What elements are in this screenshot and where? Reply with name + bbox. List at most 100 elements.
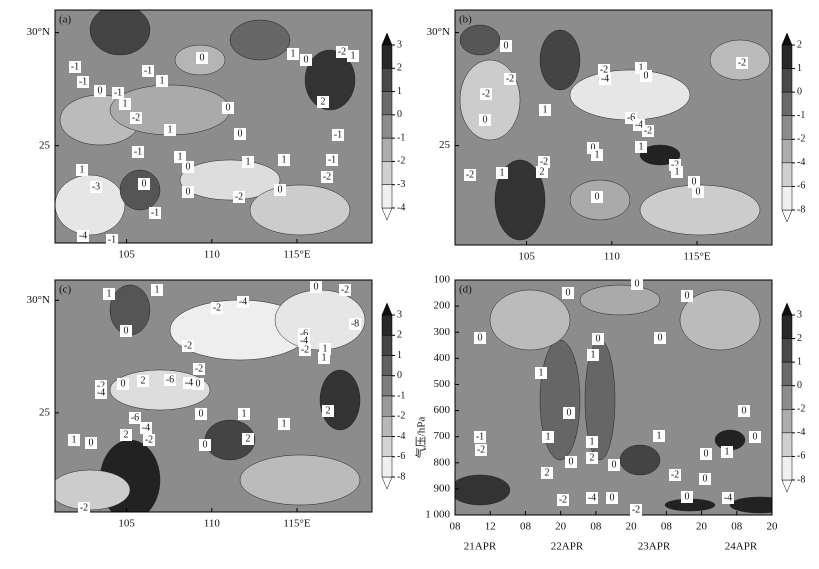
contour-label-box <box>137 375 149 387</box>
colorbar-segment <box>381 335 393 356</box>
contour-label: 1 <box>539 367 544 378</box>
contour-label: 2 <box>545 467 550 478</box>
contour-label-box <box>640 70 652 82</box>
colorbar-segment <box>781 68 793 93</box>
contour-label-box <box>143 434 155 446</box>
contour-region <box>459 24 501 56</box>
contour-label: -2 <box>477 444 485 455</box>
contour-label: 1 <box>595 149 600 160</box>
colorbar-label: -1 <box>797 110 805 121</box>
contour-label: 0 <box>478 332 483 343</box>
contour-label: -2 <box>466 169 474 180</box>
contour-label-box <box>278 418 290 430</box>
contour-label: 0 <box>98 85 103 96</box>
x-tick-label: 12 <box>485 521 496 533</box>
contour-label: -4 <box>724 492 732 503</box>
panel-label: (a) <box>59 14 72 26</box>
x-tick-label: 20 <box>555 521 567 533</box>
contour-label-box <box>193 363 205 375</box>
x-tick-label: 20 <box>626 521 638 533</box>
colorbar-segment <box>381 161 393 185</box>
contour-label: 0 <box>742 405 747 416</box>
colorbar-segment <box>381 456 393 478</box>
date-label: 23APR <box>638 541 671 553</box>
contour-label: -2 <box>644 125 652 136</box>
contour-region <box>494 159 546 241</box>
y-tick-label: 25 <box>39 406 51 418</box>
contour-label: 0 <box>753 431 758 442</box>
colorbar-label: -6 <box>397 451 405 462</box>
contour-label: 1 <box>123 98 128 109</box>
contour-label: -2 <box>184 340 192 351</box>
contour-label-box <box>336 46 348 58</box>
contour-label-box <box>586 436 598 448</box>
colorbar-label: 2 <box>797 39 802 50</box>
contour-region <box>55 174 126 236</box>
x-tick-label: 08 <box>590 521 602 533</box>
colorbar-label: -8 <box>797 474 805 485</box>
contour-label-box <box>480 88 492 100</box>
contour-label-box <box>95 387 107 399</box>
contour-region <box>539 29 581 91</box>
contour-label: 1 <box>178 151 183 162</box>
y-tick-label: 30°N <box>27 26 50 38</box>
contour-label-box <box>182 186 194 198</box>
contour-label-box <box>77 76 89 88</box>
x-tick-label: 110 <box>204 249 221 261</box>
contour-label: 1 <box>500 167 505 178</box>
contour-label-box <box>183 377 195 389</box>
colorbar-segment <box>781 91 793 116</box>
contour-label: 1 <box>351 50 356 61</box>
colorbar-label: -4 <box>797 157 805 168</box>
contour-label: 0 <box>595 191 600 202</box>
colorbar-segment <box>381 375 393 397</box>
plot-frame <box>454 9 773 246</box>
x-tick-label: 105 <box>518 251 535 263</box>
colorbar-label: 0 <box>797 86 802 97</box>
contour-label: 1 <box>546 431 551 442</box>
x-tick-label: 115°E <box>283 518 310 530</box>
contour-label-box <box>496 167 508 179</box>
contour-label-box <box>475 444 487 456</box>
x-tick-label: 08 <box>731 521 743 533</box>
contour-label-box <box>557 494 569 506</box>
panel-label: (c) <box>59 284 72 296</box>
contour-label: 1 <box>282 418 287 429</box>
contour-label: 0 <box>483 114 488 125</box>
contour-label: -3 <box>92 181 100 192</box>
contour-label-box <box>474 332 486 344</box>
contour-label: 0 <box>238 128 243 139</box>
y-tick-label: 600 <box>434 404 451 416</box>
contour-region <box>729 496 772 514</box>
contour-label-box <box>736 57 748 69</box>
colorbar-label: 1 <box>797 63 802 74</box>
x-tick-label: 115°E <box>683 251 710 263</box>
x-tick-label: 110 <box>204 518 221 530</box>
contour-label: -1 <box>79 76 87 87</box>
contour-label: 0 <box>704 448 709 459</box>
contour-label-box <box>106 234 118 246</box>
contour-label-box <box>688 176 700 188</box>
contour-label: -6 <box>131 412 139 423</box>
contour-label-box <box>234 128 246 140</box>
contour-label: 0 <box>685 290 690 301</box>
y-tick-label: 900 <box>434 482 451 494</box>
colorbar-segment <box>781 314 793 339</box>
contour-label-box <box>749 431 761 443</box>
contour-label-box <box>164 124 176 136</box>
y-tick-label: 700 <box>434 430 451 442</box>
colorbar-label: -8 <box>397 471 405 482</box>
contour-label-box <box>156 75 168 87</box>
contour-label: -2 <box>738 57 746 68</box>
panel <box>455 280 772 515</box>
colorbar-label: -2 <box>797 134 805 145</box>
contour-label-box <box>77 230 89 242</box>
x-tick-label: 105 <box>118 518 135 530</box>
colorbar-segment <box>781 162 793 187</box>
contour-label: -1 <box>328 154 336 165</box>
date-label: 21APR <box>464 541 497 553</box>
contour-label: 0 <box>314 281 319 292</box>
contour-label: 0 <box>596 333 601 344</box>
contour-label: 2 <box>124 429 129 440</box>
contour-label: -2 <box>482 88 490 99</box>
